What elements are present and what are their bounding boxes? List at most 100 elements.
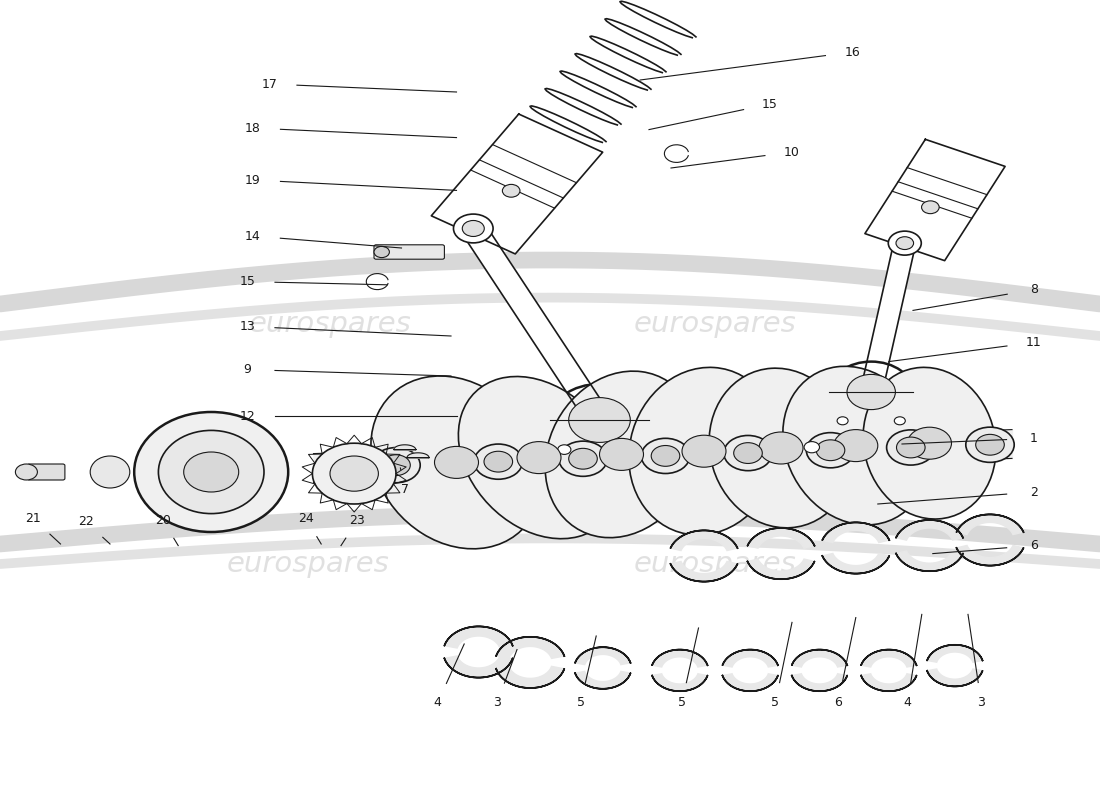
Circle shape (847, 374, 895, 410)
Text: 12: 12 (240, 410, 255, 422)
Polygon shape (575, 671, 630, 689)
Circle shape (759, 432, 803, 464)
Text: 5: 5 (771, 696, 780, 709)
Polygon shape (896, 551, 962, 571)
Polygon shape (444, 626, 513, 648)
Polygon shape (461, 224, 612, 424)
Polygon shape (823, 554, 889, 574)
Text: 5: 5 (576, 696, 585, 709)
Text: 4: 4 (903, 696, 912, 709)
Text: 6: 6 (834, 696, 843, 709)
Circle shape (894, 417, 905, 425)
Circle shape (896, 437, 925, 458)
Polygon shape (723, 650, 778, 667)
Ellipse shape (134, 412, 288, 532)
Circle shape (517, 442, 561, 474)
Polygon shape (671, 530, 737, 550)
Text: 15: 15 (762, 98, 778, 110)
Circle shape (474, 444, 522, 479)
Circle shape (976, 434, 1004, 455)
Text: 17: 17 (262, 78, 277, 90)
Circle shape (434, 446, 478, 478)
Circle shape (15, 464, 37, 480)
Text: 7: 7 (400, 483, 409, 496)
Text: 18: 18 (245, 122, 261, 134)
Text: 3: 3 (493, 696, 502, 709)
Text: eurospares: eurospares (249, 310, 411, 338)
Ellipse shape (459, 377, 619, 538)
Circle shape (734, 442, 762, 463)
Circle shape (887, 430, 935, 465)
Text: 11: 11 (1026, 336, 1042, 349)
Polygon shape (394, 445, 416, 450)
Circle shape (600, 438, 643, 470)
Polygon shape (575, 647, 630, 665)
Text: 6: 6 (1030, 539, 1038, 552)
Polygon shape (431, 114, 603, 254)
Text: 3: 3 (977, 696, 986, 709)
Ellipse shape (374, 246, 389, 258)
Polygon shape (671, 562, 737, 582)
Polygon shape (444, 656, 513, 678)
Circle shape (462, 221, 484, 237)
Text: 21: 21 (25, 512, 41, 525)
Circle shape (834, 430, 878, 462)
Circle shape (586, 420, 674, 484)
Circle shape (184, 452, 239, 492)
Circle shape (804, 442, 820, 453)
Polygon shape (957, 514, 1023, 534)
FancyBboxPatch shape (374, 245, 444, 259)
Circle shape (837, 417, 848, 425)
Text: 5: 5 (678, 696, 686, 709)
Text: 22: 22 (78, 515, 94, 528)
Circle shape (484, 451, 513, 472)
Text: 14: 14 (245, 230, 261, 242)
Circle shape (682, 435, 726, 467)
Circle shape (829, 362, 913, 422)
Polygon shape (496, 666, 564, 688)
Ellipse shape (864, 367, 996, 519)
Text: 8: 8 (1030, 283, 1038, 296)
Circle shape (559, 441, 607, 476)
Ellipse shape (546, 371, 697, 538)
Circle shape (922, 201, 939, 214)
Circle shape (966, 427, 1014, 462)
Circle shape (569, 398, 630, 442)
Text: 9: 9 (243, 363, 252, 376)
Polygon shape (748, 559, 814, 579)
Text: 23: 23 (350, 514, 365, 526)
Polygon shape (792, 674, 847, 691)
Text: 20: 20 (155, 514, 170, 526)
Polygon shape (652, 674, 707, 691)
Circle shape (816, 440, 845, 461)
Text: 19: 19 (245, 174, 261, 186)
Polygon shape (860, 242, 915, 394)
Circle shape (641, 438, 690, 474)
Polygon shape (652, 650, 707, 667)
Text: eurospares: eurospares (634, 550, 796, 578)
Text: 16: 16 (845, 46, 860, 58)
Text: 13: 13 (240, 320, 255, 333)
Circle shape (908, 427, 952, 459)
Circle shape (312, 443, 396, 504)
Text: 4: 4 (433, 696, 442, 709)
Ellipse shape (371, 376, 542, 549)
Ellipse shape (90, 456, 130, 488)
Circle shape (889, 231, 922, 255)
Circle shape (569, 448, 597, 469)
Circle shape (558, 445, 571, 454)
Polygon shape (407, 453, 429, 458)
Circle shape (503, 184, 520, 197)
Polygon shape (748, 528, 814, 548)
Ellipse shape (783, 366, 928, 525)
Text: 1: 1 (1030, 432, 1038, 445)
Circle shape (550, 384, 649, 456)
Polygon shape (927, 645, 982, 662)
Text: 24: 24 (298, 512, 314, 525)
Polygon shape (792, 650, 847, 667)
Polygon shape (927, 669, 982, 686)
Text: eurospares: eurospares (634, 310, 796, 338)
Polygon shape (861, 650, 916, 667)
Circle shape (651, 446, 680, 466)
Circle shape (628, 445, 641, 454)
